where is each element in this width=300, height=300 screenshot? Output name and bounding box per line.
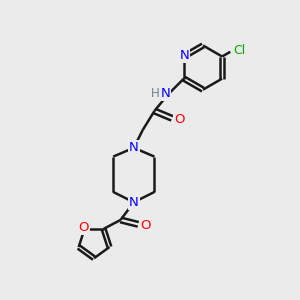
Text: Cl: Cl: [234, 44, 246, 57]
Text: N: N: [129, 141, 139, 154]
Text: N: N: [180, 50, 189, 62]
Text: N: N: [160, 87, 170, 100]
Text: O: O: [174, 113, 185, 126]
Text: O: O: [140, 219, 151, 232]
Text: H: H: [151, 87, 160, 100]
Text: O: O: [79, 221, 89, 234]
Text: N: N: [129, 196, 139, 209]
